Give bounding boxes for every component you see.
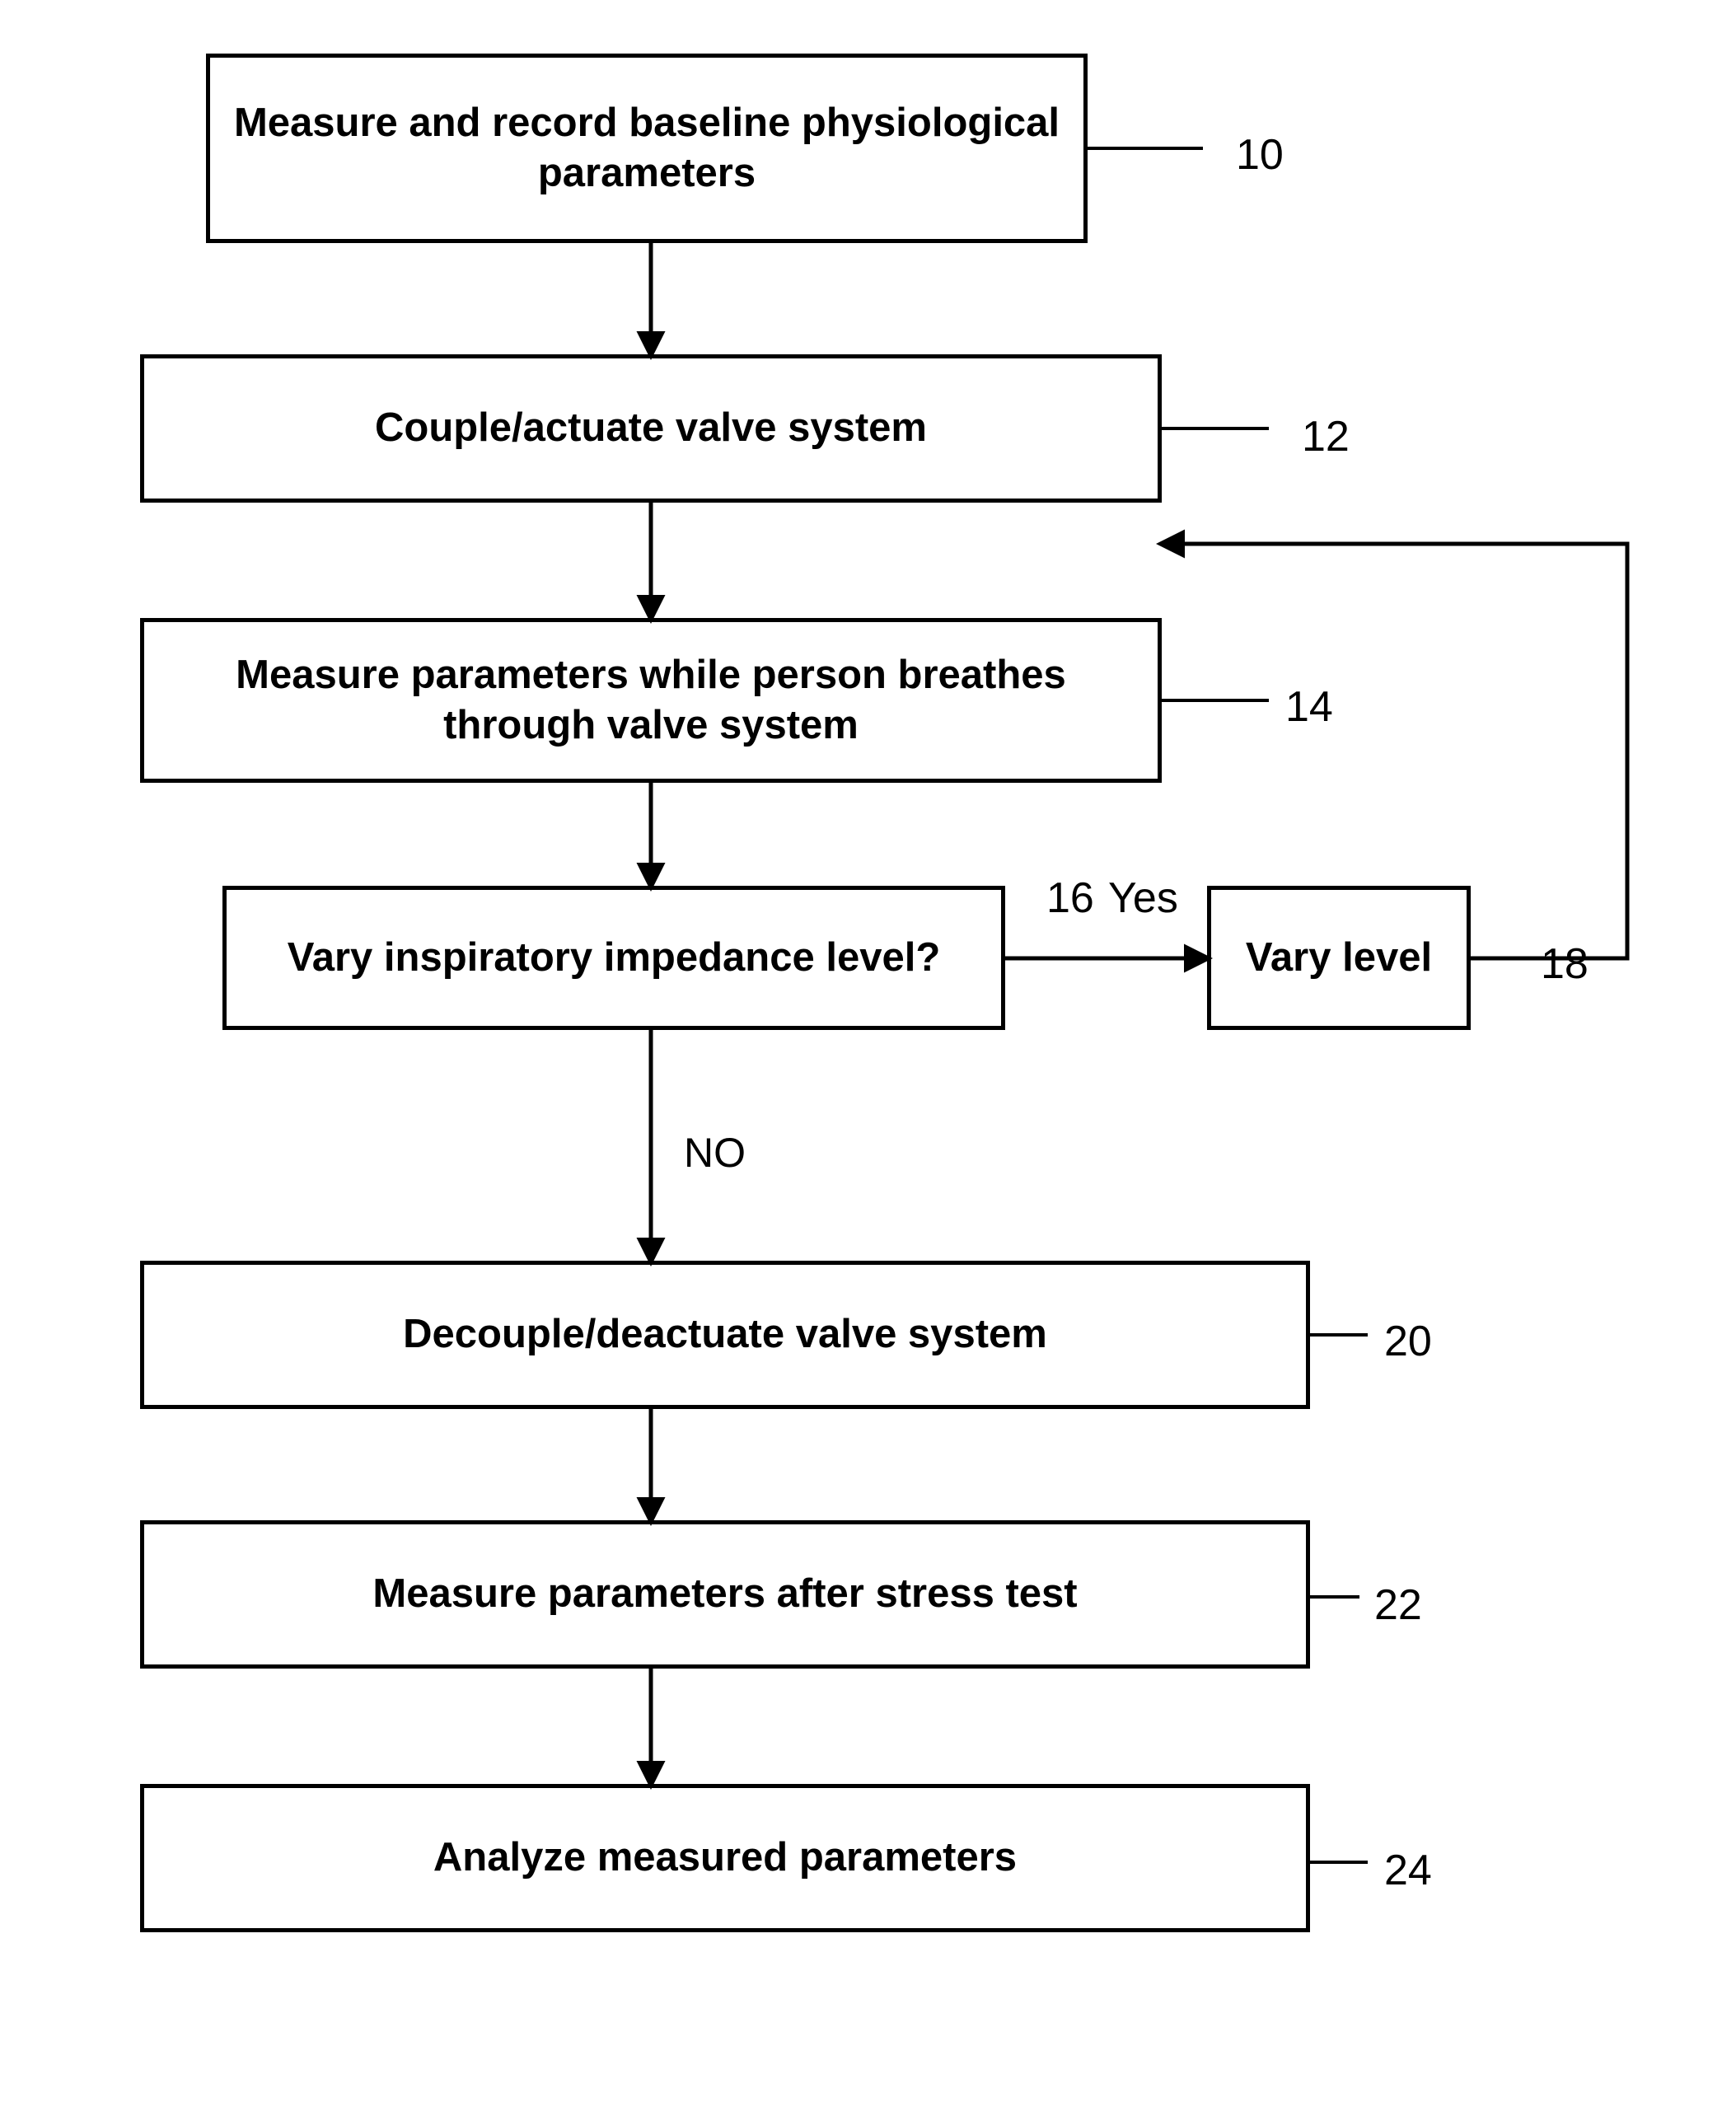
flow-node-number: 24 — [1384, 1846, 1432, 1895]
flow-node-n12: Couple/actuate valve system — [140, 354, 1162, 503]
flow-node-number: 12 — [1302, 412, 1350, 461]
flow-node-number: 14 — [1285, 682, 1333, 732]
flow-node-label: Vary level — [1246, 933, 1432, 983]
flow-node-n20: Decouple/deactuate valve system — [140, 1261, 1310, 1409]
flow-node-label: Measure parameters while person breathes… — [236, 650, 1066, 751]
edge-label-yes: Yes — [1108, 873, 1178, 923]
flow-node-n24: Analyze measured parameters — [140, 1784, 1310, 1932]
flow-node-n14: Measure parameters while person breathes… — [140, 618, 1162, 783]
flow-node-label: Decouple/deactuate valve system — [403, 1309, 1047, 1360]
edge-label-no: NO — [684, 1129, 746, 1177]
flow-node-number: 16 — [1046, 873, 1094, 923]
flow-node-n22: Measure parameters after stress test — [140, 1520, 1310, 1669]
flow-node-label: Vary inspiratory impedance level? — [288, 933, 941, 983]
flow-node-label: Measure and record baseline physiologica… — [234, 98, 1060, 199]
flow-node-n16: Vary inspiratory impedance level? — [222, 886, 1005, 1030]
flow-node-label: Analyze measured parameters — [433, 1833, 1017, 1883]
flow-node-number: 22 — [1374, 1580, 1422, 1630]
flow-node-number: 18 — [1541, 939, 1589, 989]
flow-node-label: Measure parameters after stress test — [372, 1569, 1077, 1619]
flow-node-number: 20 — [1384, 1317, 1432, 1366]
flow-node-number: 10 — [1236, 130, 1284, 180]
flow-node-n10: Measure and record baseline physiologica… — [206, 54, 1088, 243]
flow-node-label: Couple/actuate valve system — [375, 403, 927, 453]
flow-node-n18: Vary level — [1207, 886, 1471, 1030]
